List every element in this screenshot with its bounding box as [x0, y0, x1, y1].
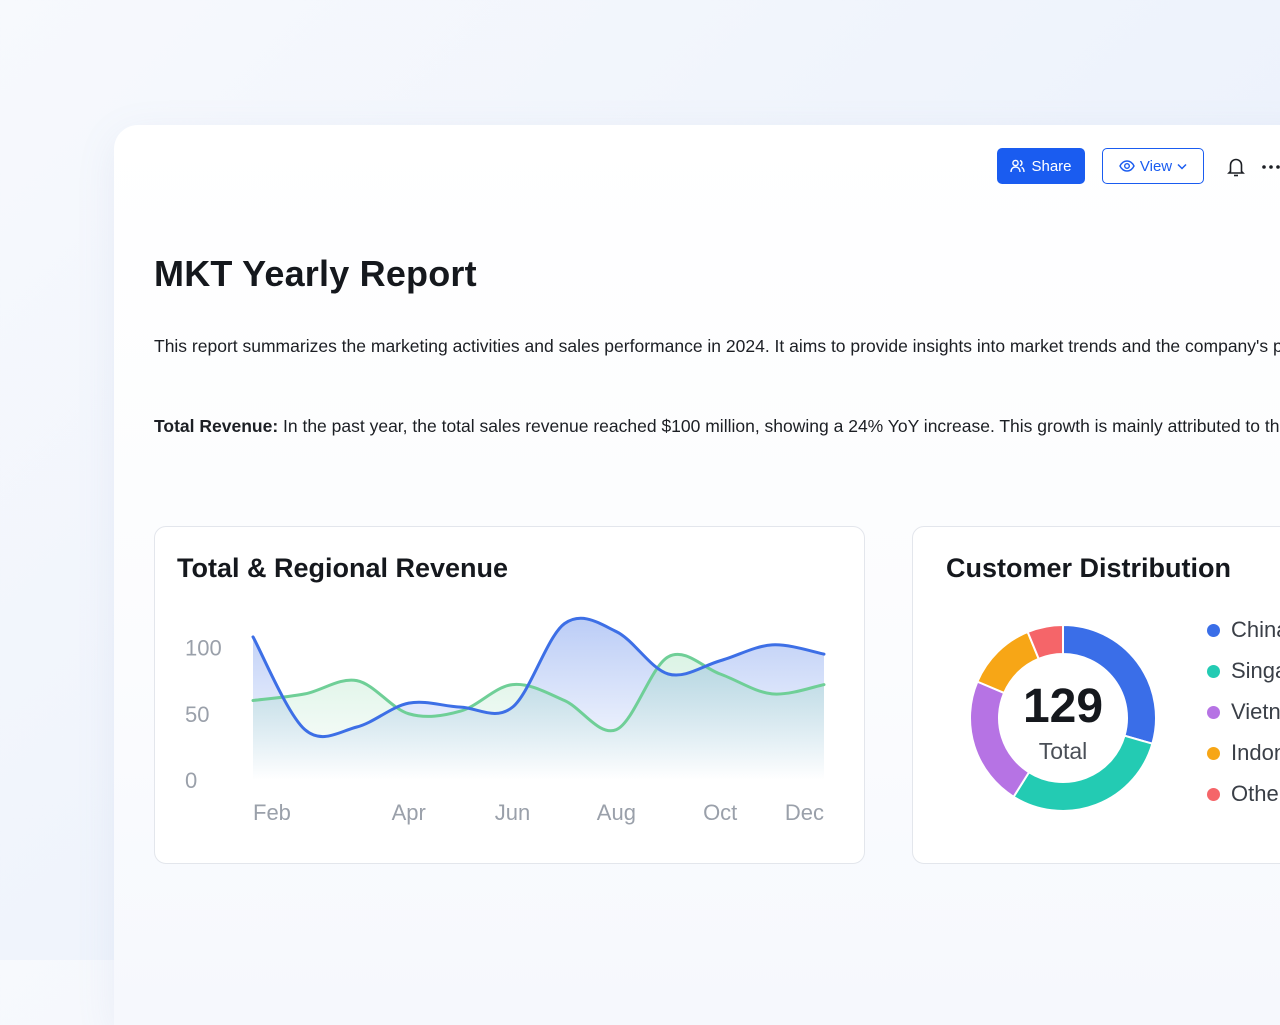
- view-dropdown-button[interactable]: View: [1102, 148, 1204, 184]
- x-tick-label: Jun: [495, 800, 530, 825]
- total-revenue-text: Total Revenue: In the past year, the tot…: [154, 410, 1280, 442]
- legend-label: China: [1231, 617, 1280, 642]
- legend-label: Singapore: [1231, 658, 1280, 683]
- revenue-series-line-2: [251, 652, 826, 733]
- customer-donut-chart: [969, 623, 1157, 812]
- x-tick-label: Oct: [703, 800, 737, 825]
- donut-slice-others: [1026, 623, 1064, 661]
- page-title: MKT Yearly Report: [154, 253, 477, 294]
- eye-icon: [1119, 160, 1135, 172]
- legend-dot: [1207, 705, 1220, 719]
- x-tick-label: Feb: [253, 800, 291, 825]
- report-panel: Share View MKT Yearly Report This report…: [114, 125, 1280, 1025]
- y-tick-label: 0: [185, 768, 197, 793]
- legend-label: Indonesia: [1231, 740, 1280, 765]
- revenue-chart-title: Total & Regional Revenue: [177, 553, 509, 583]
- share-button-label: Share: [1031, 157, 1072, 175]
- donut-total-label: Total: [1038, 738, 1088, 764]
- chevron-down-icon: [1177, 163, 1187, 170]
- notifications-button[interactable]: [1224, 155, 1248, 179]
- legend-dot: [1207, 623, 1220, 637]
- legend-dot: [1207, 664, 1220, 678]
- donut-total-value: 129: [1022, 680, 1104, 733]
- legend-label: Others: [1231, 781, 1280, 806]
- x-tick-label: Dec: [785, 800, 824, 825]
- revenue-chart-card: Total & Regional Revenue 0 50 100 Feb Apr Jun…: [154, 526, 865, 864]
- x-tick-label: Aug: [597, 800, 636, 825]
- revenue-area-fill-2: [253, 654, 824, 780]
- legend-item-china: China: [1207, 615, 1280, 645]
- more-options-button[interactable]: [1259, 155, 1280, 179]
- revenue-series-line-1: [251, 616, 826, 739]
- y-tick-label: 100: [185, 636, 222, 661]
- total-revenue-body: In the past year, the total sales revenu…: [283, 416, 1280, 436]
- view-button-label: View: [1139, 157, 1173, 175]
- more-horizontal-icon: [1262, 165, 1280, 169]
- bell-icon: [1227, 158, 1245, 177]
- legend-item-singapore: Singapore: [1207, 656, 1280, 686]
- total-revenue-label: Total Revenue:: [154, 416, 279, 436]
- share-button[interactable]: Share: [997, 148, 1085, 184]
- report-summary-text: This report summarizes the marketing act…: [154, 336, 1280, 356]
- users-icon: [1010, 159, 1026, 173]
- x-tick-label: Apr: [392, 800, 426, 825]
- legend-item-vietnam: Vietnam: [1207, 697, 1280, 727]
- y-tick-label: 50: [185, 702, 209, 727]
- legend-item-others: Others: [1207, 779, 1280, 809]
- legend-dot: [1207, 746, 1220, 760]
- customer-distribution-card: Customer Distribution 129 Total China Sin…: [912, 526, 1280, 864]
- legend-dot: [1207, 787, 1220, 801]
- legend-label: Vietnam: [1231, 699, 1280, 724]
- revenue-area-chart: 0 50 100 Feb Apr Jun Aug Oct Dec: [185, 616, 826, 825]
- customer-chart-title: Customer Distribution: [946, 553, 1232, 583]
- legend-item-indonesia: Indonesia: [1207, 738, 1280, 768]
